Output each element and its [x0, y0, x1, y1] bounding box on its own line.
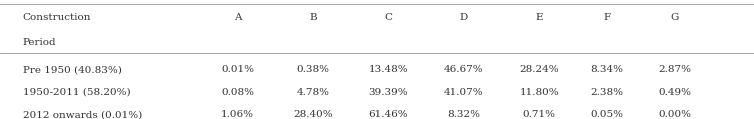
Text: 0.71%: 0.71%	[523, 110, 556, 119]
Text: 8.32%: 8.32%	[447, 110, 480, 119]
Text: B: B	[309, 13, 317, 22]
Text: Pre 1950 (40.83%): Pre 1950 (40.83%)	[23, 65, 121, 74]
Text: 39.39%: 39.39%	[369, 88, 408, 97]
Text: 61.46%: 61.46%	[369, 110, 408, 119]
Text: 2012 onwards (0.01%): 2012 onwards (0.01%)	[23, 110, 142, 119]
Text: 28.40%: 28.40%	[293, 110, 333, 119]
Text: 46.67%: 46.67%	[444, 65, 483, 74]
Text: 0.01%: 0.01%	[221, 65, 254, 74]
Text: F: F	[603, 13, 611, 22]
Text: 8.34%: 8.34%	[590, 65, 624, 74]
Text: 11.80%: 11.80%	[520, 88, 559, 97]
Text: 13.48%: 13.48%	[369, 65, 408, 74]
Text: 0.08%: 0.08%	[221, 88, 254, 97]
Text: 41.07%: 41.07%	[444, 88, 483, 97]
Text: C: C	[385, 13, 392, 22]
Text: 4.78%: 4.78%	[296, 88, 329, 97]
Text: 0.38%: 0.38%	[296, 65, 329, 74]
Text: Construction: Construction	[23, 13, 91, 22]
Text: 0.00%: 0.00%	[658, 110, 691, 119]
Text: 28.24%: 28.24%	[520, 65, 559, 74]
Text: Period: Period	[23, 38, 57, 47]
Text: 1950-2011 (58.20%): 1950-2011 (58.20%)	[23, 88, 130, 97]
Text: D: D	[460, 13, 467, 22]
Text: 2.38%: 2.38%	[590, 88, 624, 97]
Text: E: E	[535, 13, 543, 22]
Text: 2.87%: 2.87%	[658, 65, 691, 74]
Text: G: G	[670, 13, 679, 22]
Text: 1.06%: 1.06%	[221, 110, 254, 119]
Text: 0.05%: 0.05%	[590, 110, 624, 119]
Text: 0.49%: 0.49%	[658, 88, 691, 97]
Text: A: A	[234, 13, 241, 22]
